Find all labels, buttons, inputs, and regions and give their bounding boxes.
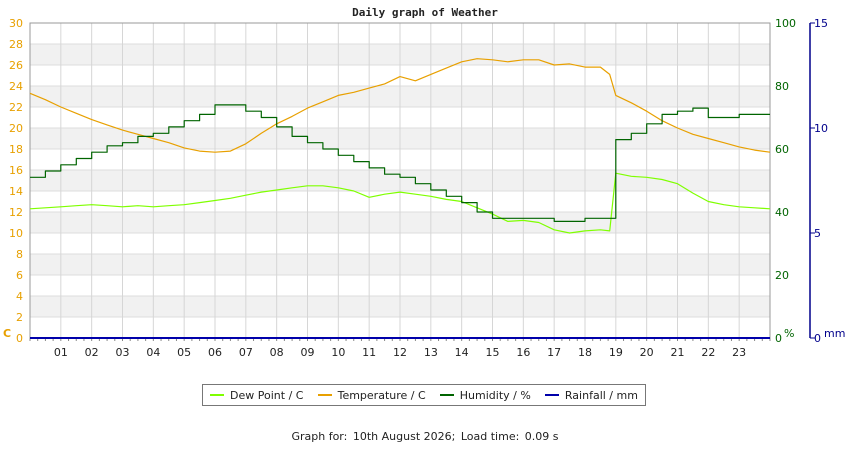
- right-axis-percent-tick-label: 60: [775, 143, 789, 156]
- left-axis-tick-label: 20: [9, 122, 23, 135]
- x-tick-label: 03: [116, 346, 130, 359]
- left-axis-tick-label: 2: [16, 311, 23, 324]
- x-tick-label: 12: [393, 346, 407, 359]
- legend-label: Rainfall / mm: [564, 388, 638, 402]
- x-tick-label: 18: [578, 346, 592, 359]
- left-axis-tick-label: 0: [16, 332, 23, 345]
- left-axis-unit: C: [3, 327, 11, 340]
- left-axis-tick-label: 4: [16, 290, 23, 303]
- right-axis-mm-tick-label: 10: [814, 122, 828, 135]
- x-tick-label: 06: [208, 346, 222, 359]
- footer-date: 10th August 2026;: [352, 430, 456, 443]
- footer-load-label: Load time:: [460, 430, 520, 443]
- left-axis-tick-label: 14: [9, 185, 23, 198]
- x-tick-label: 11: [362, 346, 376, 359]
- x-tick-label: 21: [671, 346, 685, 359]
- legend-label: Humidity / %: [459, 388, 531, 402]
- footer-load-time: 0.09 s: [524, 430, 559, 443]
- chart-title: Daily graph of Weather: [352, 6, 498, 19]
- legend-swatch: [317, 394, 332, 396]
- left-axis-tick-label: 30: [9, 17, 23, 30]
- right-axis-mm-tick-label: 15: [814, 17, 828, 30]
- legend-item: Temperature / C: [317, 388, 426, 402]
- right-axis-percent-unit: %: [784, 327, 794, 340]
- x-tick-label: 17: [547, 346, 561, 359]
- x-tick-label: 16: [516, 346, 530, 359]
- legend-item: Dew Point / C: [210, 389, 303, 402]
- legend-label: Temperature / C: [337, 388, 426, 402]
- x-tick-label: 10: [331, 346, 345, 359]
- footer: Graph for: 10th August 2026; Load time: …: [0, 430, 850, 443]
- left-axis-tick-label: 22: [9, 101, 23, 114]
- legend-item: Humidity / %: [439, 388, 531, 402]
- right-axis-percent-tick-label: 80: [775, 80, 789, 93]
- legend-item: Rainfall / mm: [544, 388, 638, 402]
- chart-legend: Dew Point / C Temperature / C Humidity / %…: [202, 384, 646, 406]
- left-axis-tick-label: 12: [9, 206, 23, 219]
- x-tick-label: 07: [239, 346, 253, 359]
- x-tick-label: 22: [701, 346, 715, 359]
- x-tick-label: 23: [732, 346, 746, 359]
- right-axis-percent-tick-label: 0: [775, 332, 782, 345]
- weather-chart: 01 02 03 04 05 06 07 08 09 10 11 12 13 14 15 16 17 18 19 20…: [3, 6, 845, 359]
- left-axis-tick-label: 28: [9, 38, 23, 51]
- left-axis-tick-label: 26: [9, 59, 23, 72]
- x-tick-label: 02: [85, 346, 99, 359]
- series-line-1: [29, 172, 771, 234]
- right-axis-mm-tick-label: 0: [814, 332, 821, 345]
- series-line-3: [30, 104, 770, 222]
- left-axis-tick-label: 6: [16, 269, 23, 282]
- x-tick-label: 20: [640, 346, 654, 359]
- left-axis-tick-label: 16: [9, 164, 23, 177]
- footer-label: Graph for:: [291, 430, 348, 443]
- right-axis-percent-tick-label: 20: [775, 269, 789, 282]
- legend-label: Dew Point / C: [230, 388, 304, 402]
- x-tick-label: 05: [177, 346, 191, 359]
- left-axis-tick-label: 24: [9, 80, 23, 93]
- x-tick-label: 09: [301, 346, 315, 359]
- series-line-2: [29, 58, 771, 153]
- x-tick-label: 13: [424, 346, 438, 359]
- legend-swatch: [210, 394, 225, 396]
- legend-swatch: [439, 394, 454, 396]
- right-axis-percent-tick-label: 40: [775, 206, 789, 219]
- x-tick-label: 01: [54, 346, 68, 359]
- x-tick-label: 04: [146, 346, 160, 359]
- left-axis-tick-label: 8: [16, 248, 23, 261]
- left-axis-tick-label: 10: [9, 227, 23, 240]
- x-tick-label: 14: [455, 346, 469, 359]
- x-tick-label: 08: [270, 346, 284, 359]
- x-tick-label: 19: [609, 346, 623, 359]
- left-axis-tick-label: 18: [9, 143, 23, 156]
- right-axis-percent-tick-label: 100: [775, 17, 796, 30]
- x-tick-label: 15: [486, 346, 500, 359]
- legend-swatch: [544, 394, 559, 396]
- right-axis-mm-tick-label: 5: [814, 227, 821, 240]
- right-axis-mm-unit: mm: [824, 327, 845, 340]
